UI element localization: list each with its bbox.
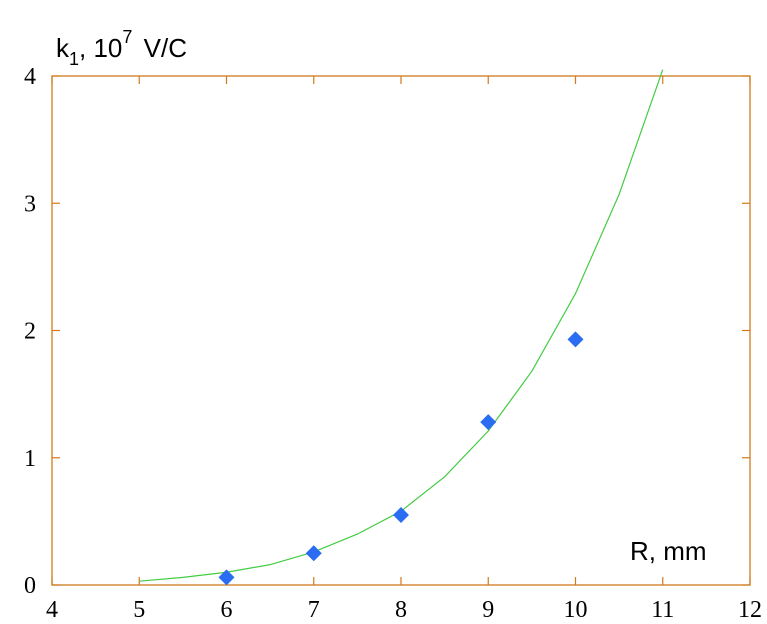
x-tick-label: 8 — [395, 597, 407, 623]
data-point-diamond — [480, 414, 497, 431]
x-tick-label: 4 — [46, 597, 58, 623]
series-layer — [139, 69, 664, 586]
x-tick-label: 11 — [651, 597, 674, 623]
y-tick-label: 1 — [24, 446, 36, 472]
y-tick-label: 2 — [24, 319, 36, 345]
data-point-diamond — [567, 331, 584, 348]
x-axis-title: R, mm — [630, 536, 707, 566]
data-point-diamond — [218, 569, 235, 586]
y-tick-label: 4 — [24, 64, 36, 90]
data-point-diamond — [393, 507, 409, 524]
x-tick-label: 7 — [308, 597, 320, 623]
y-tick-label: 3 — [24, 191, 36, 217]
y-tick-label: 0 — [24, 573, 36, 599]
fit-curve — [139, 69, 664, 582]
x-tick-label: 6 — [221, 597, 233, 623]
x-axis-ticks: 4 5 6 7 8 9 10 11 12 — [46, 76, 762, 623]
x-tick-label: 10 — [564, 597, 588, 623]
data-point-diamond — [305, 545, 322, 562]
x-tick-label: 9 — [482, 597, 494, 623]
x-tick-label: 5 — [133, 597, 145, 623]
y-axis-title: k1, 107 V/C — [56, 27, 187, 69]
x-tick-label: 12 — [738, 597, 762, 623]
y-axis-ticks: 0 1 2 3 4 — [24, 64, 750, 599]
